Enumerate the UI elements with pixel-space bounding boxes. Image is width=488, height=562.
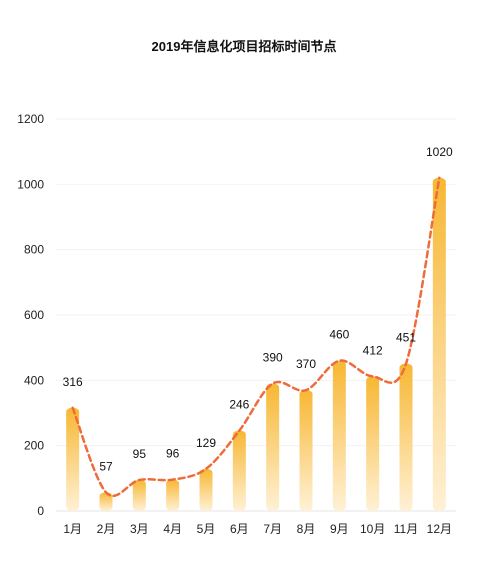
trend-line xyxy=(71,176,441,498)
x-tick-label: 7月 xyxy=(263,522,282,536)
bar xyxy=(166,479,180,511)
bar xyxy=(266,383,280,511)
x-tick-label: 8月 xyxy=(297,522,316,536)
data-label: 412 xyxy=(363,343,383,357)
y-tick-label: 1200 xyxy=(17,112,44,126)
bar xyxy=(399,363,413,511)
bar xyxy=(432,177,446,512)
y-tick-label: 600 xyxy=(24,308,44,322)
data-label: 460 xyxy=(329,328,349,342)
bar xyxy=(232,430,246,511)
x-axis: 1月 2月 3月 4月 5月 6月 7月 8月 9月 10月 11月 12月 xyxy=(63,522,452,536)
bar xyxy=(332,360,346,511)
y-tick-label: 400 xyxy=(24,373,44,387)
bar xyxy=(299,390,313,511)
bars xyxy=(66,177,446,512)
data-label: 95 xyxy=(133,447,147,461)
bar xyxy=(366,376,380,511)
y-axis: 0 200 400 600 800 1000 1200 xyxy=(17,112,44,518)
x-tick-label: 1月 xyxy=(63,522,82,536)
data-label: 246 xyxy=(229,398,249,412)
x-tick-label: 5月 xyxy=(197,522,216,536)
x-tick-label: 9月 xyxy=(330,522,349,536)
data-label: 96 xyxy=(166,447,180,461)
y-tick-label: 0 xyxy=(37,504,44,518)
x-tick-label: 4月 xyxy=(163,522,182,536)
chart-title: 2019年信息化项目招标时间节点 xyxy=(151,39,337,54)
x-tick-label: 12月 xyxy=(427,522,452,536)
data-label: 129 xyxy=(196,436,216,450)
data-label: 390 xyxy=(263,351,283,365)
y-tick-label: 200 xyxy=(24,439,44,453)
x-tick-label: 3月 xyxy=(130,522,149,536)
y-tick-label: 1000 xyxy=(17,177,44,191)
bar xyxy=(66,407,80,511)
x-tick-label: 11月 xyxy=(394,522,418,536)
grid-lines xyxy=(56,118,456,512)
data-labels: 316 57 95 96 129 246 390 370 460 412 451 1020 xyxy=(63,145,453,474)
data-label: 57 xyxy=(99,459,113,473)
x-tick-label: 2月 xyxy=(97,522,116,536)
bar xyxy=(99,492,113,511)
x-tick-label: 10月 xyxy=(360,522,385,536)
data-label: 451 xyxy=(396,331,416,345)
data-label: 1020 xyxy=(426,145,453,159)
x-tick-label: 6月 xyxy=(230,522,249,536)
bar xyxy=(132,479,146,511)
data-label: 316 xyxy=(63,375,83,389)
data-label: 370 xyxy=(296,357,316,371)
bar xyxy=(199,468,213,511)
trend-curve xyxy=(71,176,441,498)
y-tick-label: 800 xyxy=(24,243,44,257)
